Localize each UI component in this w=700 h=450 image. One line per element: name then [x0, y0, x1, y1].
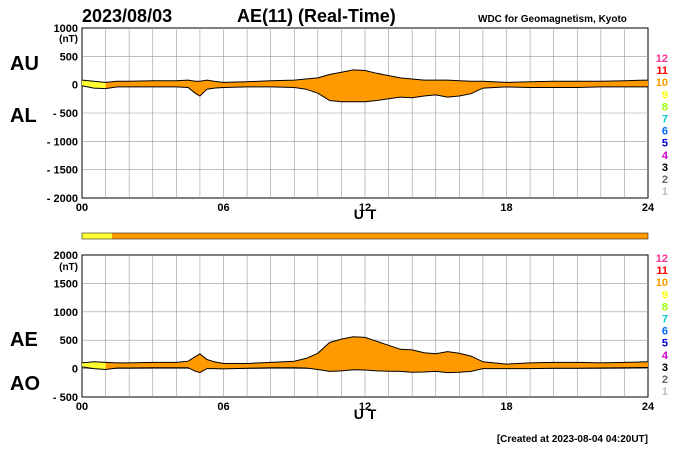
al-label: AL [10, 105, 37, 127]
au-al-level-7: 7 [662, 114, 668, 126]
ae-ao-y-tick-label: 0 [72, 364, 78, 376]
ae-ao-x-ticks: 00 06 12 18 24 [76, 401, 655, 413]
au-al-level-9: 9 [662, 89, 668, 101]
ae-ao-y-ticks: 2000 1500 1000 500 0 - 500 [53, 250, 78, 404]
ae-ao-x-tick-label: 12 [359, 401, 371, 413]
ae-ao-y-tick-label: 2000 [54, 250, 78, 262]
au-al-x-tick-label: 06 [217, 202, 229, 214]
ae-ao-level-10: 10 [656, 277, 668, 289]
activity-level-bar [81, 232, 649, 240]
source-label: WDC for Geomagnetism, Kyoto [478, 14, 627, 25]
au-al-grid [82, 28, 648, 198]
ae-ao-x-tick-label: 18 [500, 401, 512, 413]
au-al-fill [82, 69, 648, 102]
ae-ao-level-5: 5 [662, 338, 668, 350]
au-al-y-tick-label: - 1500 [47, 165, 78, 177]
series-line-ae [81, 336, 649, 365]
au-al-level-6: 6 [662, 126, 668, 138]
au-al-level-1: 1 [662, 186, 668, 198]
au-al-level-10: 10 [656, 77, 668, 89]
au-al-level-12: 12 [656, 53, 668, 65]
au-al-level-5: 5 [662, 138, 668, 150]
series-line-ao [81, 366, 649, 374]
au-al-x-tick-label: 18 [500, 202, 512, 214]
ae-ao-level-11: 11 [656, 265, 668, 277]
au-al-level-8: 8 [662, 101, 668, 113]
ae-ao-level-8: 8 [662, 301, 668, 313]
au-al-x-axis-label: U T [354, 206, 377, 222]
au-al-x-tick-label: 24 [642, 202, 655, 214]
ae-ao-grid [82, 255, 648, 397]
ao-label: AO [10, 373, 40, 395]
au-al-x-tick-label: 00 [76, 202, 88, 214]
ae-ao-x-tick-label: 24 [642, 401, 655, 413]
level-bar-segment-main [112, 233, 648, 239]
ae-ao-area [81, 336, 649, 374]
chart-title: AE(11) (Real-Time) [237, 6, 396, 26]
ae-ao-level-12: 12 [656, 253, 668, 265]
ae-ao-level-4: 4 [662, 350, 669, 362]
series-line-au [81, 69, 649, 83]
ae-ao-y-tick-label: 1000 [54, 307, 78, 319]
ae-ao-x-axis-label: U T [354, 406, 377, 422]
au-al-y-tick-label: 0 [72, 80, 78, 92]
au-al-x-ticks: 00 06 12 18 24 [76, 202, 655, 214]
au-al-level-2: 2 [662, 174, 668, 186]
ae-ao-level-3: 3 [662, 362, 668, 374]
au-al-y-ticks: 1000 500 0 - 500 - 1000 - 1500 - 2000 [47, 23, 78, 205]
au-al-level-3: 3 [662, 162, 668, 174]
ae-ao-x-tick-label: 06 [217, 401, 229, 413]
ae-ao-level-2: 2 [662, 374, 668, 386]
au-al-unit-label: (nT) [59, 34, 78, 45]
ae-ao-x-tick-label: 00 [76, 401, 88, 413]
au-al-level-4: 4 [662, 150, 669, 162]
au-al-area [81, 69, 649, 103]
level-bar-frame [81, 232, 649, 240]
date-label: 2023/08/03 [82, 6, 172, 26]
ae-ao-level-6: 6 [662, 326, 668, 338]
ae-ao-y-tick-label: 500 [60, 335, 78, 347]
au-al-y-tick-label: - 500 [53, 108, 78, 120]
level-bar-segment-early [82, 233, 112, 239]
au-al-level-11: 11 [656, 65, 668, 77]
au-al-x-tick-label: 12 [359, 202, 371, 214]
ae-ao-y-tick-label: - 500 [53, 392, 78, 404]
au-al-y-tick-label: 1000 [54, 23, 78, 35]
ae-ao-level-1: 1 [662, 386, 668, 398]
ae-ao-level-7: 7 [662, 314, 668, 326]
ae-ao-unit-label: (nT) [59, 262, 78, 273]
au-label: AU [10, 53, 39, 75]
created-timestamp: [Created at 2023-08-04 04:20UT] [497, 434, 648, 445]
ae-ao-level-9: 9 [662, 289, 668, 301]
au-al-y-tick-label: - 1000 [47, 136, 78, 148]
au-al-y-tick-label: - 2000 [47, 193, 78, 205]
ae-ao-y-tick-label: 1500 [54, 278, 78, 290]
series-line-al [81, 85, 648, 103]
ae-label: AE [10, 329, 38, 351]
au-al-y-tick-label: 500 [60, 51, 78, 63]
